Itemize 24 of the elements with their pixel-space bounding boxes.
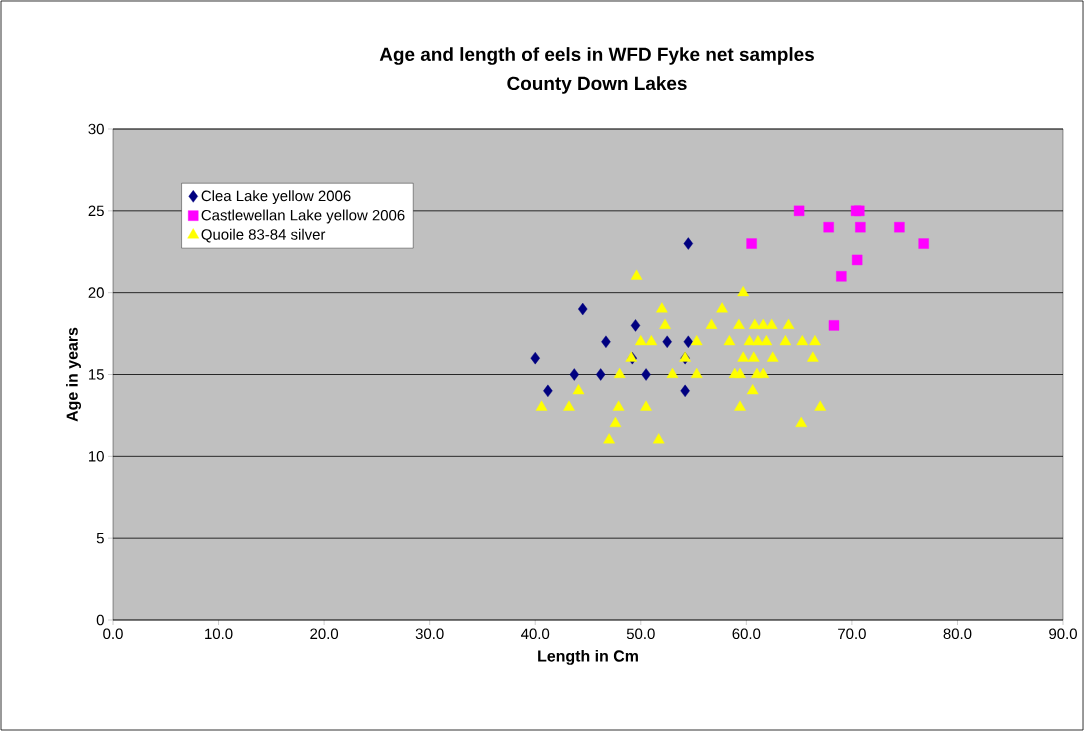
y-tick-label: 20 xyxy=(88,287,104,298)
x-tick-label: 80.0 xyxy=(943,628,972,640)
chart-title: Age and length of eels in WFD Fyke net samples xyxy=(379,47,814,65)
x-tick-label: 0.0 xyxy=(103,628,123,640)
legend-label: Clea Lake yellow 2006 xyxy=(201,190,351,205)
x-tick-label: 60.0 xyxy=(732,628,761,640)
x-tick-label: 90.0 xyxy=(1049,628,1077,640)
y-axis-title: Age in years xyxy=(66,327,82,422)
x-tick-label: 10.0 xyxy=(205,628,233,640)
x-tick-label: 30.0 xyxy=(415,628,444,640)
y-tick-label: 30 xyxy=(88,123,104,135)
x-axis-title: Length in Cm xyxy=(538,649,638,665)
y-tick-label: 10 xyxy=(89,451,104,462)
y-tick-label: 15 xyxy=(89,369,104,380)
x-tick-label: 40.0 xyxy=(521,628,550,640)
x-tick-label: 50.0 xyxy=(626,628,655,640)
y-tick-label: 0 xyxy=(96,614,104,626)
x-tick-label: 70.0 xyxy=(838,628,866,640)
y-tick-label: 5 xyxy=(96,532,104,544)
x-tick-label: 20.0 xyxy=(310,628,339,640)
y-tick-label: 25 xyxy=(88,205,104,217)
chart-subtitle: County Down Lakes xyxy=(507,76,687,94)
legend-label: Castlewellan Lake yellow 2006 xyxy=(201,209,405,224)
legend-label: Quoile 83-84 silver xyxy=(201,228,326,243)
